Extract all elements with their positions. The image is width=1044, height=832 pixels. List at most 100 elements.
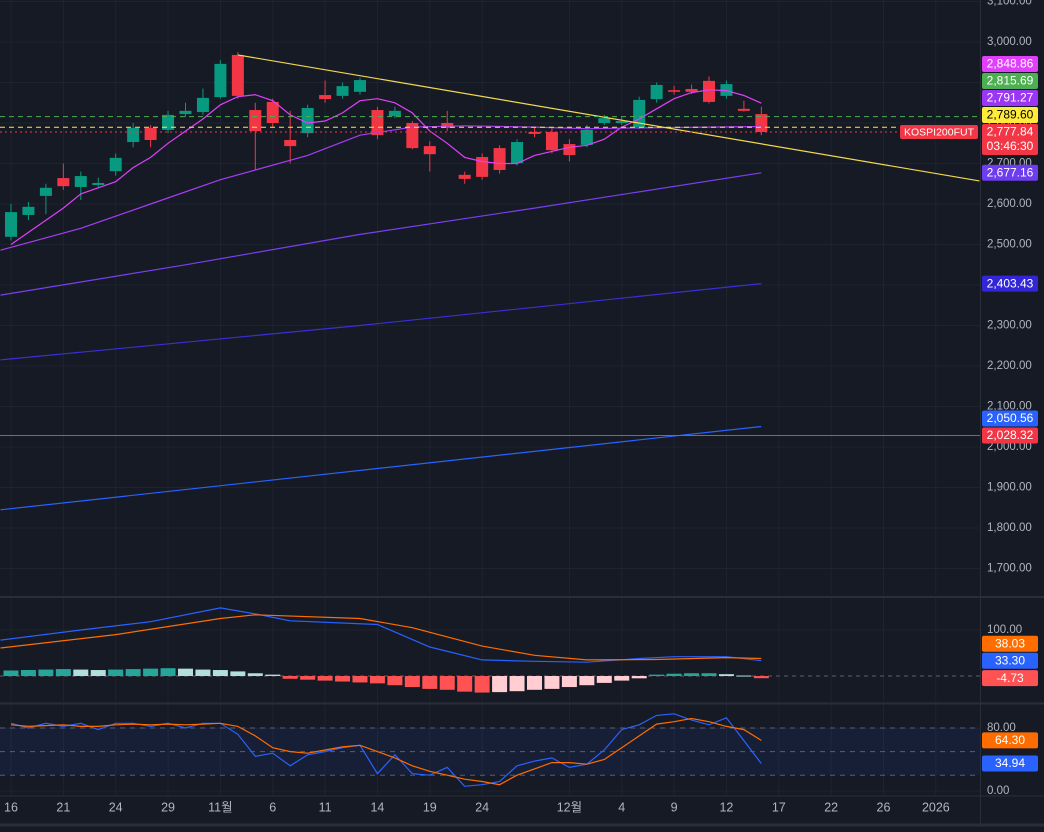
price-label-box (982, 635, 1038, 652)
histogram-bar (282, 676, 298, 679)
histogram-bar (649, 674, 665, 677)
symbol-tag (900, 124, 978, 139)
price-label: 64.30 (995, 733, 1025, 747)
price-label: 2,028.32 (987, 428, 1034, 442)
price-label: 33.30 (995, 653, 1025, 667)
histogram-bar (474, 676, 490, 693)
y-tick-label: 1,800.00 (987, 522, 1032, 534)
price-label-box (982, 89, 1038, 106)
histogram-bar (3, 670, 19, 677)
histogram-bar (614, 676, 630, 681)
histogram-bar (509, 676, 525, 692)
price-label-box (982, 670, 1038, 687)
moving-average (0, 425, 762, 511)
y-tick-label: 2,600.00 (987, 198, 1032, 210)
histogram-bar (317, 676, 333, 681)
x-tick-label: 29 (161, 800, 175, 814)
price-label: 38.03 (995, 636, 1025, 650)
histogram-bar (753, 676, 769, 679)
price-label: 2,777.84 (987, 125, 1034, 139)
histogram-bar (561, 676, 577, 688)
histogram-bar (90, 670, 106, 677)
candle-body (493, 148, 506, 170)
candle-body (388, 110, 401, 117)
candle-body (266, 101, 279, 124)
candle-body (353, 80, 366, 92)
histogram-bar (143, 668, 159, 677)
candle-body (406, 123, 419, 149)
price-label: 2,050.56 (987, 411, 1034, 425)
histogram-bar (335, 676, 351, 682)
histogram-bar (125, 669, 141, 677)
candle-body (39, 187, 52, 196)
x-tick-label: 9 (671, 800, 678, 814)
price-label-box (982, 427, 1038, 444)
candle-body (441, 123, 454, 128)
macd-line (0, 607, 762, 663)
candle-body (720, 84, 733, 96)
candle-body (162, 114, 175, 130)
x-tick-label: 6 (269, 800, 276, 814)
histogram-bar (457, 676, 473, 692)
histogram-bar (160, 668, 176, 677)
candle-body (528, 131, 541, 134)
histogram-bar (666, 673, 682, 677)
candle-body (109, 157, 122, 172)
price-label-box (982, 275, 1038, 292)
stochastic-line (10, 717, 762, 786)
y-tick-label: 2,000.00 (987, 441, 1032, 453)
candle-body (319, 95, 332, 100)
histogram-bar (404, 676, 420, 688)
candle-body (615, 120, 628, 124)
candle-body (284, 140, 297, 147)
histogram-bar (212, 670, 228, 677)
histogram-bar (718, 674, 734, 677)
histogram-bar (38, 669, 54, 677)
candle-body (511, 142, 524, 164)
symbol: KOSPI200FUT (904, 126, 975, 138)
y-tick-label: 2,100.00 (987, 401, 1032, 413)
candle-body (249, 110, 262, 132)
y-tick-label: 80.00 (987, 722, 1016, 734)
candle-body (563, 144, 576, 155)
y-tick-label: 1,900.00 (987, 482, 1032, 494)
y-tick-label: 3,100.00 (987, 0, 1032, 8)
candle-body (22, 206, 35, 215)
candle-body (231, 54, 244, 96)
candle-body (650, 84, 663, 100)
moving-average (0, 125, 762, 251)
y-tick-label: 2,300.00 (987, 320, 1032, 332)
candle-body (179, 110, 192, 115)
candle-body (57, 178, 70, 187)
x-tick-label: 12 (719, 800, 733, 814)
price-label-box (982, 55, 1038, 72)
candle-body (685, 88, 698, 92)
y-tick-label: 2,200.00 (987, 360, 1032, 372)
histogram-bar (596, 676, 612, 683)
histogram-bar (300, 676, 316, 680)
candle-body (458, 174, 471, 179)
x-tick-label: 4 (618, 800, 625, 814)
candle-body (336, 86, 349, 96)
histogram-bar (55, 669, 71, 677)
price-label: 2,815.69 (987, 74, 1034, 88)
price-label-box (982, 72, 1038, 89)
candle-body (668, 90, 681, 92)
candle-body (196, 97, 209, 113)
price-label-box (982, 755, 1038, 772)
histogram-bar (579, 676, 595, 686)
price-label: -4.73 (996, 671, 1024, 685)
candle-body (144, 127, 157, 141)
candle-body (737, 108, 750, 111)
histogram-bar (544, 676, 560, 689)
histogram-bar (631, 676, 647, 679)
histogram-bar (265, 674, 281, 677)
histogram-bar (352, 676, 368, 683)
x-tick-label: 24 (109, 800, 123, 814)
trendline (237, 54, 980, 182)
x-tick-label: 16 (4, 800, 18, 814)
histogram-bar (684, 673, 700, 677)
macd-line (0, 614, 762, 661)
axes: 1,700.00 1,800.00 1,900.00 2,000.00 2,100.00… (4, 0, 1038, 814)
moving-average (0, 283, 762, 361)
